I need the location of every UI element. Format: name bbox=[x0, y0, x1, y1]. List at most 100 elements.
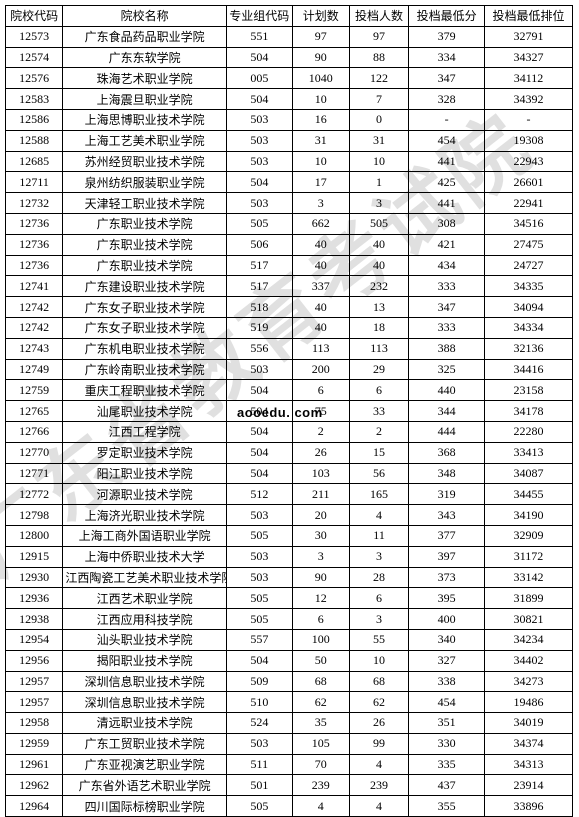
cell: 510 bbox=[227, 692, 293, 713]
cell: 512 bbox=[227, 484, 293, 505]
cell: 22941 bbox=[484, 193, 572, 214]
cell: 广东食品药品职业学院 bbox=[63, 26, 227, 47]
cell: 3 bbox=[292, 193, 349, 214]
cell: 12962 bbox=[6, 775, 63, 796]
cell: 122 bbox=[349, 68, 408, 89]
cell: 17 bbox=[292, 172, 349, 193]
cell: 368 bbox=[409, 442, 485, 463]
table-row: 12736广东职业技术学院517404043424727 bbox=[6, 255, 573, 276]
cell: 62 bbox=[292, 692, 349, 713]
cell: 3 bbox=[292, 546, 349, 567]
cell: 503 bbox=[227, 151, 293, 172]
cell: 四川国际标榜职业学院 bbox=[63, 796, 227, 817]
cell: 327 bbox=[409, 650, 485, 671]
cell: 337 bbox=[292, 276, 349, 297]
cell: 40 bbox=[292, 297, 349, 318]
cell: 江西艺术职业学院 bbox=[63, 588, 227, 609]
cell: 上海工艺美术职业学院 bbox=[63, 130, 227, 151]
cell: 12732 bbox=[6, 193, 63, 214]
cell: 55 bbox=[349, 629, 408, 650]
cell: 12770 bbox=[6, 442, 63, 463]
table-row: 12736广东职业技术学院506404042127475 bbox=[6, 234, 573, 255]
cell: 165 bbox=[349, 484, 408, 505]
cell: 425 bbox=[409, 172, 485, 193]
cell: 揭阳职业技术学院 bbox=[63, 650, 227, 671]
cell: 12915 bbox=[6, 546, 63, 567]
cell: 26 bbox=[292, 442, 349, 463]
cell: 23158 bbox=[484, 380, 572, 401]
cell: 351 bbox=[409, 713, 485, 734]
table-row: 12956揭阳职业技术学院504501032734402 bbox=[6, 650, 573, 671]
cell: 12711 bbox=[6, 172, 63, 193]
cell: 19308 bbox=[484, 130, 572, 151]
col-group-code: 专业组代码 bbox=[227, 6, 293, 27]
cell: 100 bbox=[292, 629, 349, 650]
cell: 34334 bbox=[484, 317, 572, 338]
cell: 罗定职业技术学院 bbox=[63, 442, 227, 463]
cell: 15 bbox=[349, 442, 408, 463]
cell: 30 bbox=[292, 525, 349, 546]
cell: 503 bbox=[227, 193, 293, 214]
cell: 河源职业技术学院 bbox=[63, 484, 227, 505]
cell: - bbox=[409, 109, 485, 130]
cell: 12765 bbox=[6, 401, 63, 422]
cell: 34019 bbox=[484, 713, 572, 734]
cell: 江西应用科技学院 bbox=[63, 609, 227, 630]
cell: 524 bbox=[227, 713, 293, 734]
table-row: 12957深圳信息职业技术学院509686833834273 bbox=[6, 671, 573, 692]
cell: 6 bbox=[292, 609, 349, 630]
table-row: 12915上海中侨职业技术大学5033339731172 bbox=[6, 546, 573, 567]
cell: 31899 bbox=[484, 588, 572, 609]
col-school-code: 院校代码 bbox=[6, 6, 63, 27]
cell: 388 bbox=[409, 338, 485, 359]
cell: 68 bbox=[349, 671, 408, 692]
cell: 333 bbox=[409, 317, 485, 338]
cell: 汕尾职业技术学院 bbox=[63, 401, 227, 422]
table-row: 12685苏州经贸职业技术学院503101044122943 bbox=[6, 151, 573, 172]
cell: 阳江职业技术学院 bbox=[63, 463, 227, 484]
cell: 40 bbox=[292, 234, 349, 255]
table-row: 12930江西陶瓷工艺美术职业技术学院503902837333142 bbox=[6, 567, 573, 588]
cell: 335 bbox=[409, 754, 485, 775]
cell: 2 bbox=[292, 421, 349, 442]
cell: 34087 bbox=[484, 463, 572, 484]
cell: 12685 bbox=[6, 151, 63, 172]
cell: 509 bbox=[227, 671, 293, 692]
table-row: 12742广东女子职业技术学院519401833334334 bbox=[6, 317, 573, 338]
cell: 江西工程学院 bbox=[63, 421, 227, 442]
cell: 上海济光职业技术学院 bbox=[63, 505, 227, 526]
cell: 12586 bbox=[6, 109, 63, 130]
cell: 3 bbox=[349, 546, 408, 567]
cell: 40 bbox=[349, 234, 408, 255]
cell: 12771 bbox=[6, 463, 63, 484]
cell: 551 bbox=[227, 26, 293, 47]
cell: 504 bbox=[227, 442, 293, 463]
cell: 20 bbox=[292, 505, 349, 526]
cell: 江西陶瓷工艺美术职业技术学院 bbox=[63, 567, 227, 588]
table-row: 12954汕头职业技术学院5571005534034234 bbox=[6, 629, 573, 650]
cell: 6 bbox=[349, 588, 408, 609]
cell: 35 bbox=[292, 713, 349, 734]
cell: 503 bbox=[227, 359, 293, 380]
cell: 62 bbox=[349, 692, 408, 713]
table-row: 12800上海工商外国语职业学院505301137732909 bbox=[6, 525, 573, 546]
cell: 662 bbox=[292, 213, 349, 234]
col-min-score: 投档最低分 bbox=[409, 6, 485, 27]
cell: 557 bbox=[227, 629, 293, 650]
table-row: 12588上海工艺美术职业学院503313145419308 bbox=[6, 130, 573, 151]
cell: 441 bbox=[409, 193, 485, 214]
cell: 12956 bbox=[6, 650, 63, 671]
cell: 503 bbox=[227, 505, 293, 526]
cell: 68 bbox=[292, 671, 349, 692]
table-row: 12961广东亚视演艺职业学院51170433534313 bbox=[6, 754, 573, 775]
cell: 503 bbox=[227, 733, 293, 754]
cell: 501 bbox=[227, 775, 293, 796]
cell: 33 bbox=[349, 401, 408, 422]
cell: 504 bbox=[227, 421, 293, 442]
cell: 上海工商外国语职业学院 bbox=[63, 525, 227, 546]
cell: 377 bbox=[409, 525, 485, 546]
cell: 005 bbox=[227, 68, 293, 89]
col-school-name: 院校名称 bbox=[63, 6, 227, 27]
table-row: 12736广东职业技术学院50566250530834516 bbox=[6, 213, 573, 234]
table-row: 12936江西艺术职业学院50512639531899 bbox=[6, 588, 573, 609]
